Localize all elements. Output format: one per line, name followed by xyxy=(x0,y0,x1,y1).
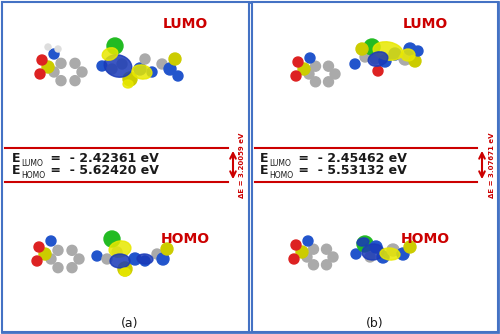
Text: E: E xyxy=(12,153,20,166)
Circle shape xyxy=(291,71,301,81)
Circle shape xyxy=(289,254,299,264)
Text: E: E xyxy=(260,153,268,166)
Circle shape xyxy=(364,39,380,55)
Circle shape xyxy=(152,249,162,259)
Circle shape xyxy=(303,236,313,246)
Text: (b): (b) xyxy=(366,318,384,331)
Circle shape xyxy=(53,263,63,273)
Circle shape xyxy=(67,263,77,273)
FancyBboxPatch shape xyxy=(2,2,249,332)
Circle shape xyxy=(310,77,320,87)
Ellipse shape xyxy=(373,42,403,60)
Circle shape xyxy=(46,236,56,246)
Circle shape xyxy=(357,236,373,252)
Circle shape xyxy=(53,245,63,255)
Ellipse shape xyxy=(357,238,369,246)
Circle shape xyxy=(169,53,181,65)
Ellipse shape xyxy=(123,80,133,88)
Circle shape xyxy=(129,253,141,265)
Text: HOMO: HOMO xyxy=(160,232,210,246)
Circle shape xyxy=(70,58,80,68)
Text: E: E xyxy=(260,165,268,177)
FancyBboxPatch shape xyxy=(252,2,498,332)
Text: LUMO: LUMO xyxy=(162,17,208,31)
Circle shape xyxy=(46,254,56,264)
Circle shape xyxy=(161,243,173,255)
Ellipse shape xyxy=(109,241,131,257)
Ellipse shape xyxy=(137,254,153,264)
Circle shape xyxy=(157,253,169,265)
Circle shape xyxy=(74,254,84,264)
Ellipse shape xyxy=(104,55,132,77)
Circle shape xyxy=(324,77,334,87)
Circle shape xyxy=(293,57,303,67)
Circle shape xyxy=(140,54,150,64)
Circle shape xyxy=(322,244,332,254)
Text: =  - 5.53132 eV: = - 5.53132 eV xyxy=(294,165,407,177)
Circle shape xyxy=(379,55,391,67)
Circle shape xyxy=(70,76,80,86)
Text: =  - 5.62420 eV: = - 5.62420 eV xyxy=(46,165,159,177)
Circle shape xyxy=(399,53,411,65)
Circle shape xyxy=(298,63,310,75)
Text: (a): (a) xyxy=(121,318,139,331)
Circle shape xyxy=(173,71,183,81)
Circle shape xyxy=(56,76,66,86)
Text: LUMO: LUMO xyxy=(21,159,43,167)
Circle shape xyxy=(118,262,132,276)
Text: =  - 2.45462 eV: = - 2.45462 eV xyxy=(294,153,407,166)
Ellipse shape xyxy=(110,254,130,268)
Text: E: E xyxy=(12,165,20,177)
Text: HOMO: HOMO xyxy=(21,170,45,179)
Circle shape xyxy=(35,69,45,79)
Circle shape xyxy=(107,64,117,74)
Circle shape xyxy=(322,260,332,270)
Circle shape xyxy=(45,44,51,50)
Ellipse shape xyxy=(102,48,118,60)
Circle shape xyxy=(351,249,361,259)
Ellipse shape xyxy=(368,52,388,66)
Circle shape xyxy=(42,61,54,73)
Circle shape xyxy=(360,52,370,62)
Circle shape xyxy=(39,248,51,260)
Circle shape xyxy=(308,260,318,270)
Circle shape xyxy=(164,63,176,75)
Circle shape xyxy=(123,72,137,86)
Text: ΔE = 3.07671 eV: ΔE = 3.07671 eV xyxy=(489,132,495,198)
Circle shape xyxy=(112,247,122,257)
Circle shape xyxy=(37,55,47,65)
Circle shape xyxy=(404,241,416,253)
Circle shape xyxy=(409,55,421,67)
Circle shape xyxy=(328,252,338,262)
Circle shape xyxy=(296,246,308,258)
Circle shape xyxy=(308,244,318,254)
Circle shape xyxy=(377,251,389,263)
Circle shape xyxy=(117,59,127,69)
Circle shape xyxy=(56,58,66,68)
Circle shape xyxy=(373,66,383,76)
Circle shape xyxy=(55,46,61,52)
Circle shape xyxy=(324,61,334,71)
Circle shape xyxy=(67,245,77,255)
Circle shape xyxy=(387,244,399,256)
Circle shape xyxy=(413,46,423,56)
Text: HOMO: HOMO xyxy=(400,232,450,246)
Circle shape xyxy=(107,38,123,54)
Circle shape xyxy=(32,256,42,266)
Circle shape xyxy=(97,61,107,71)
Circle shape xyxy=(305,53,315,63)
Circle shape xyxy=(365,252,375,262)
Circle shape xyxy=(157,59,167,69)
Ellipse shape xyxy=(380,248,400,260)
Ellipse shape xyxy=(401,49,415,61)
Text: HOMO: HOMO xyxy=(269,170,293,179)
Text: ΔE = 3.20059 eV: ΔE = 3.20059 eV xyxy=(239,132,245,198)
Ellipse shape xyxy=(132,65,152,79)
Circle shape xyxy=(34,242,44,252)
Circle shape xyxy=(310,61,320,71)
Circle shape xyxy=(304,69,314,79)
Circle shape xyxy=(77,67,87,77)
Circle shape xyxy=(397,248,409,260)
Circle shape xyxy=(49,67,59,77)
